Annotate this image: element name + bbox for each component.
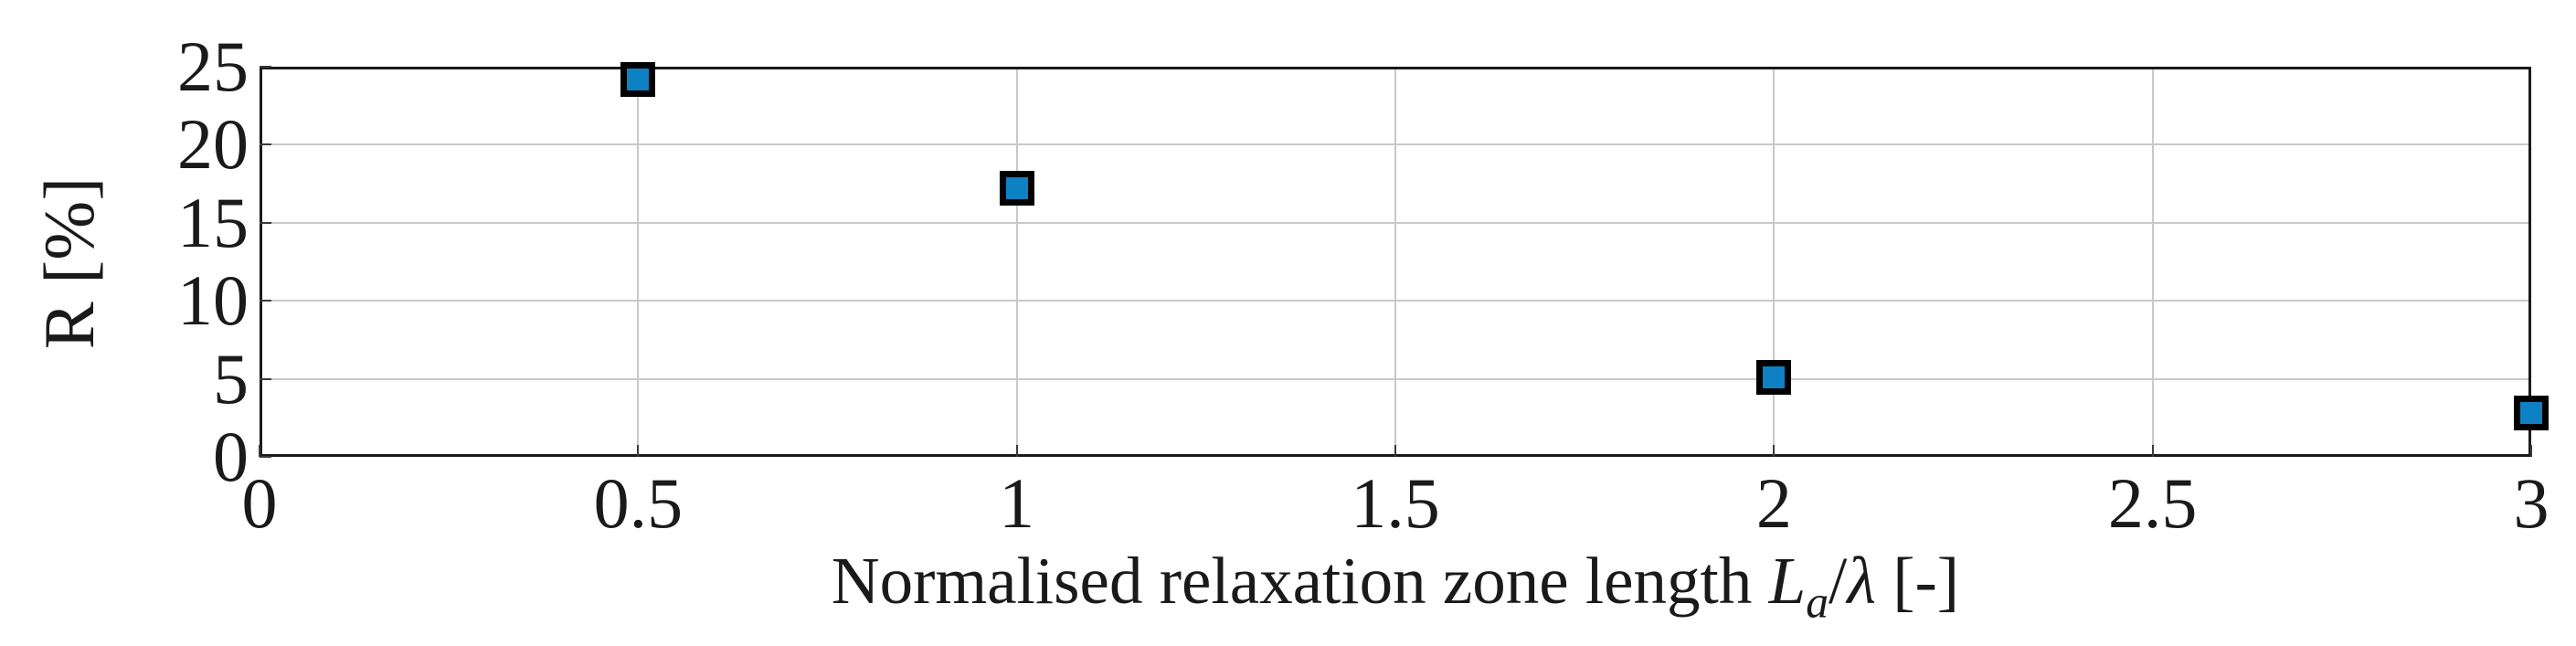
x-tick-mark — [1015, 445, 1018, 457]
x-tick-label: 2 — [1755, 463, 1792, 543]
math-lambda: λ — [1847, 544, 1876, 618]
grid-layer — [260, 67, 2531, 457]
data-point-marker — [999, 171, 1034, 207]
y-tick-label: 15 — [177, 182, 249, 262]
y-tick-label: 5 — [213, 338, 249, 418]
y-tick-mark — [260, 456, 271, 458]
y-tick-label: 25 — [177, 26, 249, 106]
x-tick-label: 1.5 — [1351, 463, 1440, 543]
x-tick-mark — [2151, 445, 2154, 457]
x-tick-mark — [2530, 445, 2532, 457]
y-gridline — [260, 377, 2531, 380]
y-tick-mark — [260, 143, 271, 146]
y-gridline — [260, 143, 2531, 146]
x-tick-mark — [1394, 445, 1396, 457]
x-axis-label: Normalised relaxation zone length La/λ [… — [831, 544, 1960, 625]
x-tick-mark — [637, 445, 640, 457]
x-tick-label: 2.5 — [2107, 463, 2198, 543]
math-variable: L — [1768, 544, 1807, 618]
data-point-marker — [1756, 359, 1792, 395]
x-gridline — [1773, 67, 1776, 457]
y-axis-label: R [%] — [29, 176, 109, 350]
y-tick-mark — [260, 221, 271, 224]
x-tick-label: 0 — [241, 463, 278, 543]
data-point-marker — [620, 61, 656, 97]
data-point-marker — [2514, 396, 2549, 431]
y-tick-mark — [260, 66, 271, 68]
math-slash: / — [1829, 544, 1848, 618]
x-tick-label: 1 — [999, 463, 1035, 543]
tick-layer — [259, 66, 2532, 458]
y-tick-label: 0 — [213, 417, 249, 496]
plot-area — [259, 61, 2549, 458]
x-tick-mark — [259, 445, 260, 457]
x-tick-mark — [1773, 445, 1776, 457]
x-axis-label-text: Normalised relaxation zone length — [831, 544, 1753, 618]
x-axis-label-units: [-] — [1892, 544, 1960, 618]
y-tick-label: 20 — [177, 104, 249, 185]
x-axis-label-math: La/λ — [1768, 544, 1876, 625]
math-subscript: a — [1806, 577, 1829, 628]
y-gridline — [260, 300, 2531, 302]
x-gridline — [637, 67, 640, 457]
x-tick-label: 0.5 — [593, 463, 684, 543]
x-gridline — [1015, 67, 1018, 457]
marker-layer — [260, 61, 2549, 457]
x-gridline — [2151, 67, 2154, 457]
y-tick-mark — [260, 377, 271, 380]
x-gridline — [1394, 67, 1396, 457]
y-tick-mark — [260, 300, 271, 302]
y-tick-label: 10 — [177, 260, 249, 341]
x-tick-label: 3 — [2513, 463, 2549, 543]
y-gridline — [260, 221, 2531, 224]
